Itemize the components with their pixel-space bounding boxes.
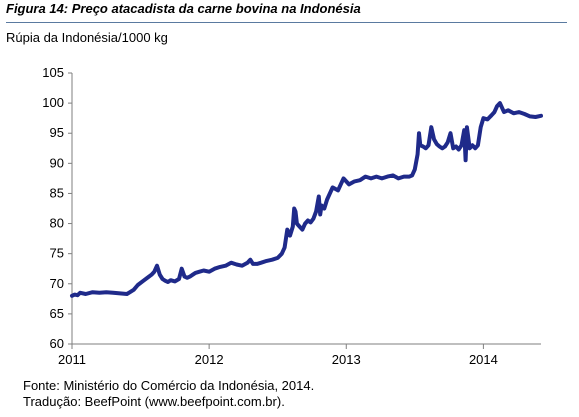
chart-svg: 60 65 70 75 80 85 90 95 100 105 2011 2012 2013 2014 (42, 65, 543, 367)
figure-title: Figura 14: Preço atacadista da carne bov… (6, 1, 361, 16)
y-tick-label: 90 (50, 155, 64, 170)
y-tick-label: 80 (50, 216, 64, 231)
x-tick-label: 2011 (58, 352, 86, 367)
x-tick-label: 2012 (195, 352, 224, 367)
y-tick-label: 60 (50, 336, 64, 351)
y-tick-label: 65 (50, 306, 64, 321)
x-tick-label: 2014 (469, 352, 498, 367)
series-layer (70, 101, 543, 298)
x-axis: 2011 2012 2013 2014 (58, 343, 541, 367)
y-tick-label: 75 (50, 246, 64, 261)
y-tick-label: 85 (50, 185, 64, 200)
y-unit-label: Rúpia da Indonésia/1000 kg (6, 30, 168, 45)
y-tick-label: 70 (50, 276, 64, 291)
series-line (70, 101, 543, 298)
y-axis: 60 65 70 75 80 85 90 95 100 105 (42, 65, 73, 351)
title-divider (6, 22, 567, 23)
translation-note: Tradução: BeefPoint (www.beefpoint.com.b… (23, 394, 285, 409)
source-note: Fonte: Ministério do Comércio da Indonés… (23, 378, 315, 393)
y-tick-label: 100 (42, 95, 64, 110)
y-tick-label: 105 (42, 65, 64, 80)
y-tick-label: 95 (50, 125, 64, 140)
x-tick-label: 2013 (332, 352, 361, 367)
